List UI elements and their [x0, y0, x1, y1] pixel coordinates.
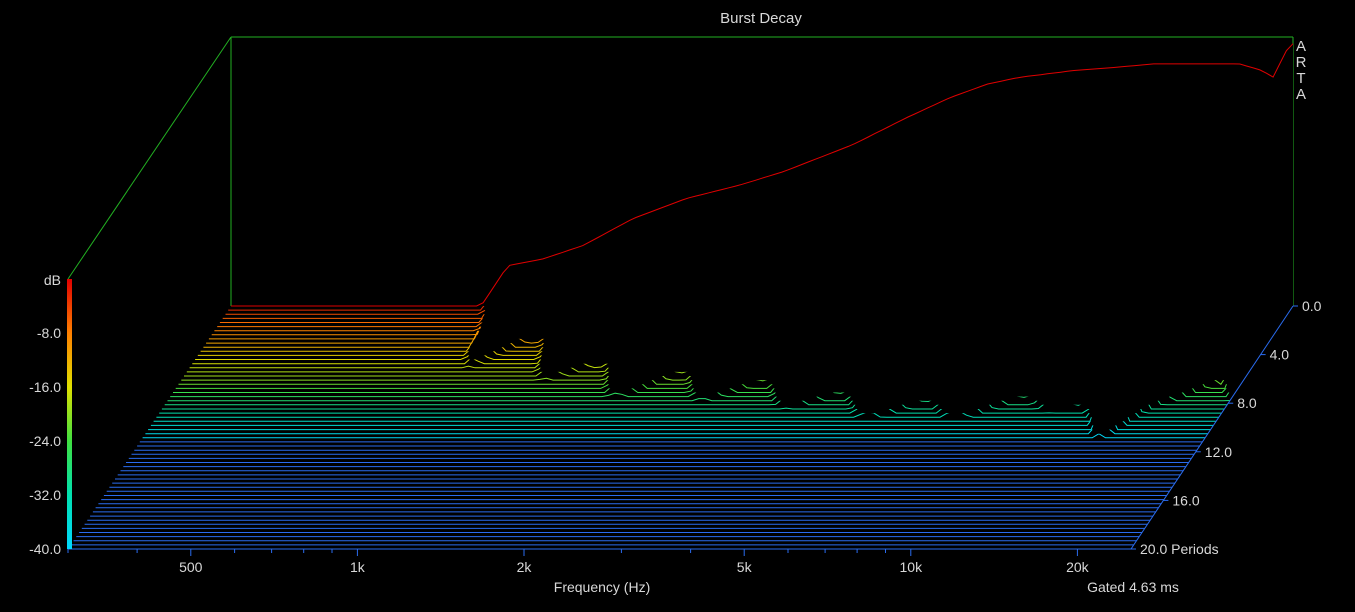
- decay-slices: [68, 43, 1294, 550]
- x-tick-label: 1k: [350, 559, 366, 575]
- db-axis-ticks: -8.0 -16.0 -24.0 -32.0 -40.0: [29, 325, 61, 557]
- decay-slice-line: [150, 394, 1214, 426]
- decay-slice-line: [148, 407, 1211, 431]
- decay-slice-line: [156, 369, 1219, 418]
- depth-tick-label: 4.0: [1270, 347, 1290, 363]
- db-tick-label: -16.0: [29, 379, 61, 395]
- decay-slice-line: [145, 420, 1208, 435]
- arta-letter: A: [1296, 38, 1306, 55]
- frequency-axis-ticks: 500 1k 2k 5k 10k 20k: [67, 549, 1090, 575]
- x-tick-label: 10k: [900, 559, 924, 575]
- db-unit-label: dB: [44, 272, 61, 288]
- x-tick-label: 20k: [1066, 559, 1090, 575]
- depth-tick-label: 0.0: [1302, 298, 1322, 314]
- db-tick-label: -24.0: [29, 433, 61, 449]
- db-tick-label: -8.0: [37, 325, 61, 341]
- decay-slice-fill: [145, 421, 1208, 434]
- depth-axis-line: [1130, 305, 1294, 550]
- axes: dB -8.0 -16.0 -24.0 -32.0 -40.0 500 1k 2k 5k 10k…: [29, 272, 1322, 595]
- decay-slice-line: [153, 382, 1217, 422]
- db-color-bar: [67, 279, 72, 549]
- x-tick-label: 5k: [737, 559, 753, 575]
- chart-title: Burst Decay: [720, 10, 802, 27]
- arta-brand: A R T A: [1296, 38, 1307, 103]
- left-depth-edge: [67, 36, 232, 280]
- arta-letter: T: [1296, 70, 1305, 87]
- depth-tick-label: 12.0: [1205, 444, 1232, 460]
- decay-slice-line: [159, 356, 1222, 414]
- arta-letter: R: [1296, 54, 1307, 71]
- depth-tick-label: 20.0 Periods: [1140, 541, 1219, 557]
- decay-slice-fill: [231, 43, 1293, 306]
- x-tick-label: 500: [179, 559, 203, 575]
- depth-tick-label: 8.0: [1237, 395, 1257, 411]
- db-tick-label: -40.0: [29, 541, 61, 557]
- gated-note: Gated 4.63 ms: [1087, 579, 1179, 595]
- decay-slice-line: [142, 433, 1206, 439]
- decay-slice-line: [231, 43, 1294, 307]
- x-tick-label: 2k: [517, 559, 533, 575]
- arta-letter: A: [1296, 86, 1306, 103]
- depth-tick-label: 16.0: [1172, 492, 1199, 508]
- db-tick-label: -32.0: [29, 487, 61, 503]
- depth-axis-ticks: 0.0 4.0 8.0 12.0 16.0 20.0 Periods: [1131, 298, 1322, 557]
- x-axis-label: Frequency (Hz): [554, 579, 650, 595]
- decay-slice-fill: [142, 433, 1206, 438]
- decay-slice-fill: [148, 408, 1211, 430]
